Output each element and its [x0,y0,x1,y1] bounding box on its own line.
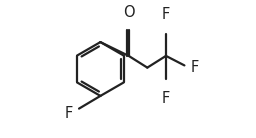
Text: F: F [65,106,73,121]
Text: F: F [162,7,170,22]
Text: O: O [123,5,134,20]
Text: F: F [191,60,199,75]
Text: F: F [162,91,170,106]
